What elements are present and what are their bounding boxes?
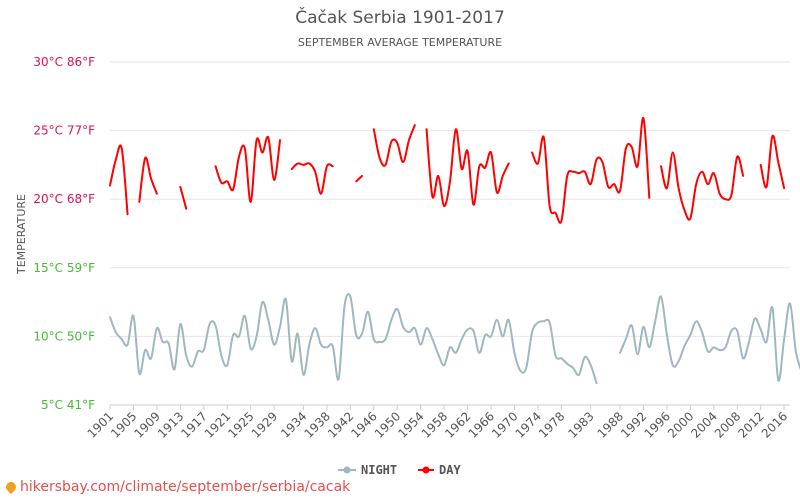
x-tick-label: 1938 [302,409,333,440]
x-tick-label: 1970 [489,409,520,440]
x-tick-label: 1946 [348,409,379,440]
y-axis-title: TEMPERATURE [15,194,28,275]
day-line-segment [372,124,416,167]
chart-title: Čačak Serbia 1901-2017 [295,6,505,28]
y-axis-ticks: 5°C 41°F 10°C 50°F 15°C 59°F 20°C 68°F 25°C … [33,55,95,412]
x-tick-label: 1909 [132,409,163,440]
x-tick-label: 1901 [85,409,116,440]
x-tick-label: 1974 [513,409,544,440]
x-tick-label: 1905 [108,409,139,440]
legend-day-marker [422,466,430,474]
x-tick-label: 1934 [278,409,309,440]
day-line-segment [425,128,510,208]
night-line-segment [619,295,800,382]
y-tick-label: 5°C 41°F [41,398,95,412]
location-pin-icon [3,479,19,495]
day-line-segment [660,151,745,221]
x-tick-label: 2000 [665,409,696,440]
day-series [109,117,786,224]
x-tick-label: 1917 [178,409,209,440]
legend-item-day[interactable]: DAY [418,463,461,477]
x-tick-label: 2008 [712,409,743,440]
legend-night-marker [343,466,351,474]
source-link[interactable]: hikersbay.com/climate/september/serbia/c… [3,479,351,495]
x-axis-ticks: 1901190519091913191719211925192919341938… [85,404,790,441]
x-tick-label: 1983 [565,409,596,440]
day-line-segment [109,144,129,216]
day-line-segment [531,117,651,224]
x-tick-label: 2004 [688,409,719,440]
x-tick-label: 1913 [155,409,186,440]
x-tick-label: 1958 [419,409,450,440]
day-line-segment [138,156,158,203]
day-line-segment [214,135,281,203]
x-tick-label: 1925 [225,409,256,440]
legend: NIGHT DAY [338,463,461,477]
y-tick-label: 25°C 77°F [33,124,95,138]
x-tick-label: 1988 [595,409,626,440]
x-tick-label: 1992 [618,409,649,440]
day-line-segment [179,185,188,210]
x-tick-label: 1954 [395,409,426,440]
x-tick-label: 1950 [372,409,403,440]
day-line-segment [355,174,364,183]
legend-night-label: NIGHT [361,463,397,477]
x-tick-label: 1966 [466,409,497,440]
legend-item-night[interactable]: NIGHT [338,463,397,477]
x-tick-label: 1921 [202,409,233,440]
source-link-text: hikersbay.com/climate/september/serbia/c… [20,479,351,495]
day-line-segment [759,134,786,190]
x-tick-label: 1942 [325,409,356,440]
y-tick-label: 15°C 59°F [33,261,95,275]
day-line-segment [290,162,334,195]
x-tick-label: 1929 [249,409,280,440]
night-line-segment [109,292,598,385]
x-tick-label: 1996 [642,409,673,440]
chart-subtitle: SEPTEMBER AVERAGE TEMPERATURE [298,36,502,49]
grid-lines [110,61,790,406]
y-tick-label: 30°C 86°F [33,55,95,69]
x-tick-label: 2016 [759,409,790,440]
x-tick-label: 1978 [536,409,567,440]
y-tick-label: 10°C 50°F [33,329,95,343]
x-tick-label: 1962 [442,409,473,440]
night-series [109,292,800,385]
x-tick-label: 2012 [735,409,766,440]
legend-day-label: DAY [439,463,461,477]
y-tick-label: 20°C 68°F [33,192,95,206]
